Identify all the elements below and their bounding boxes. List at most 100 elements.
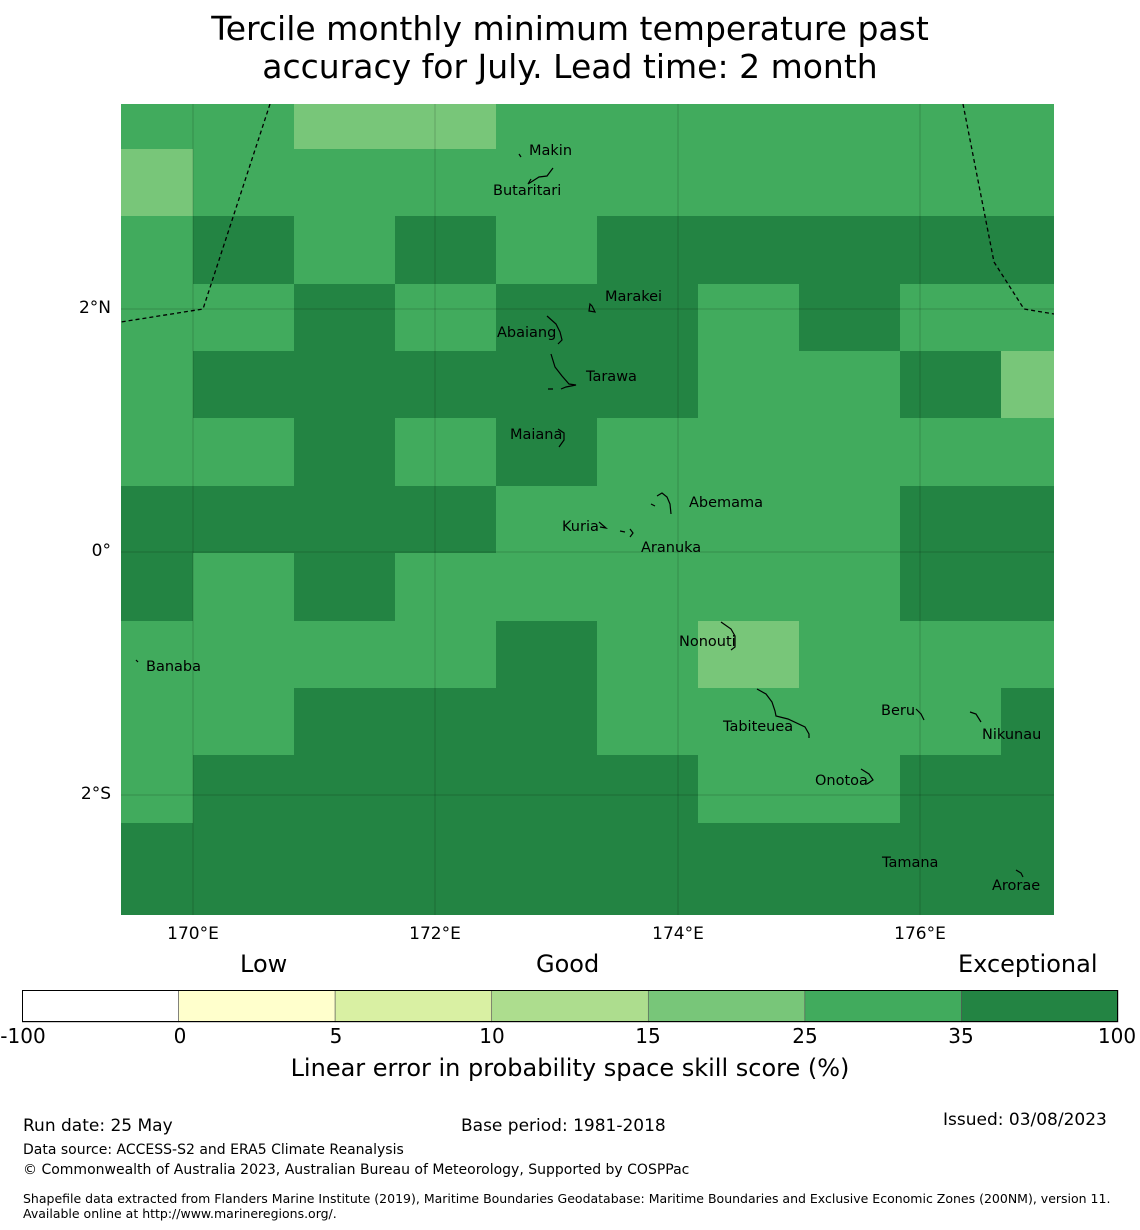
grid-cell [698, 351, 800, 419]
coast-onotoa [860, 768, 874, 785]
grid-cell [597, 418, 699, 487]
grid-cell [799, 149, 901, 217]
grid-cell [799, 216, 901, 285]
island-label-banaba: Banaba [146, 659, 201, 675]
grid-cell [1001, 149, 1054, 217]
run-date: Run date: 25 May [23, 1116, 173, 1136]
colorbar-tick-100: 100 [1097, 1024, 1137, 1048]
grid-cell [698, 755, 800, 824]
colorbar-tick-0: 0 [173, 1024, 187, 1048]
coast-kuria [598, 521, 609, 529]
grid-cell [1001, 486, 1054, 554]
grid-cell [900, 149, 1002, 217]
grid-cell [496, 216, 598, 285]
copyright: © Commonwealth of Australia 2023, Austra… [23, 1162, 690, 1178]
colorbar [22, 990, 1119, 1023]
grid-cell [294, 351, 396, 419]
grid-cell [395, 418, 497, 487]
island-label-nikunau: Nikunau [982, 727, 1041, 743]
lat-tick-0: 0° [91, 541, 111, 561]
lon-tick-176e: 176°E [894, 924, 946, 944]
grid-cell [597, 149, 699, 217]
grid-cell [395, 755, 497, 824]
lon-tick-170e: 170°E [167, 924, 219, 944]
grid-cell [597, 284, 699, 352]
grid-cell [698, 823, 800, 915]
grid-cell [1001, 688, 1054, 756]
grid-cell [294, 755, 396, 824]
coast-beru [915, 708, 925, 721]
coast-butaritari [527, 167, 554, 185]
grid-cell [193, 351, 295, 419]
grid-cell [900, 104, 1002, 150]
island-label-tabiteuea: Tabiteuea [722, 719, 793, 735]
colorbar-segment [804, 990, 962, 1023]
grid-cell [121, 418, 194, 487]
colorbar-tick-25: 25 [792, 1024, 818, 1048]
colorbar-tick-35: 35 [948, 1024, 974, 1048]
grid-cell [1001, 755, 1054, 824]
grid-cell [294, 104, 396, 150]
colorbar-segment [22, 990, 179, 1023]
grid-cell [597, 351, 699, 419]
island-labels: Makin Butaritari Marakei Abaiang Tarawa Maian… [146, 143, 1041, 894]
coast-makin [518, 153, 522, 158]
colorbar-segments [22, 990, 1119, 1023]
grid-cell [395, 688, 497, 756]
category-exceptional: Exceptional [958, 950, 1098, 978]
grid-cell [1001, 284, 1054, 352]
grid-cell [121, 823, 194, 915]
grid-cell [597, 755, 699, 824]
colorbar-tick-15: 15 [635, 1024, 661, 1048]
colorbar-tick-10: 10 [479, 1024, 505, 1048]
grid-cell [496, 755, 598, 824]
grid-cell [121, 688, 194, 756]
coast-banaba [135, 659, 139, 663]
grid-cell [121, 486, 194, 554]
grid-cell [698, 149, 800, 217]
island-label-marakei: Marakei [605, 289, 662, 305]
colorbar-segment [178, 990, 336, 1023]
grid-cell [395, 104, 497, 150]
island-label-onotoa: Onotoa [815, 773, 868, 789]
grid-cell [121, 755, 194, 824]
grid-cell [597, 621, 699, 689]
grid-cell [121, 149, 194, 217]
grid-cell [1001, 351, 1054, 419]
grid-cell [900, 688, 1002, 756]
grid-cell [496, 486, 598, 554]
grid-cell [597, 216, 699, 285]
grid-cell [193, 418, 295, 487]
grid-cell [193, 755, 295, 824]
coast-tabiteuea [756, 688, 810, 738]
grid-cell [799, 553, 901, 622]
grid-cell [597, 688, 699, 756]
grid-cell [395, 351, 497, 419]
grid-cell [799, 755, 901, 824]
issued-date: Issued: 03/08/2023 [943, 1110, 1107, 1130]
grid-cell [799, 823, 901, 915]
grid-cell [1001, 823, 1054, 915]
colorbar-segment [961, 990, 1119, 1023]
coast-tarawa [548, 353, 577, 390]
grid-cell [900, 351, 1002, 419]
coast-aranuka [619, 528, 634, 538]
grid-cell [900, 553, 1002, 622]
base-period: Base period: 1981-2018 [461, 1116, 666, 1136]
grid-cell [121, 216, 194, 285]
grid-cell [900, 823, 1002, 915]
grid-cell [193, 104, 295, 150]
grid-cell [799, 351, 901, 419]
grid-cell [294, 688, 396, 756]
grid-cell [193, 688, 295, 756]
grid-cell [121, 621, 194, 689]
grid-cell [597, 553, 699, 622]
grid-cell [395, 553, 497, 622]
grid-cell [799, 688, 901, 756]
coast-maiana [557, 428, 565, 448]
grid-cell [496, 104, 598, 150]
grid-cell [395, 149, 497, 217]
coast-nonouti [720, 621, 736, 651]
eez-boundary-west [121, 104, 271, 323]
eez-boundary-east [962, 104, 1054, 315]
